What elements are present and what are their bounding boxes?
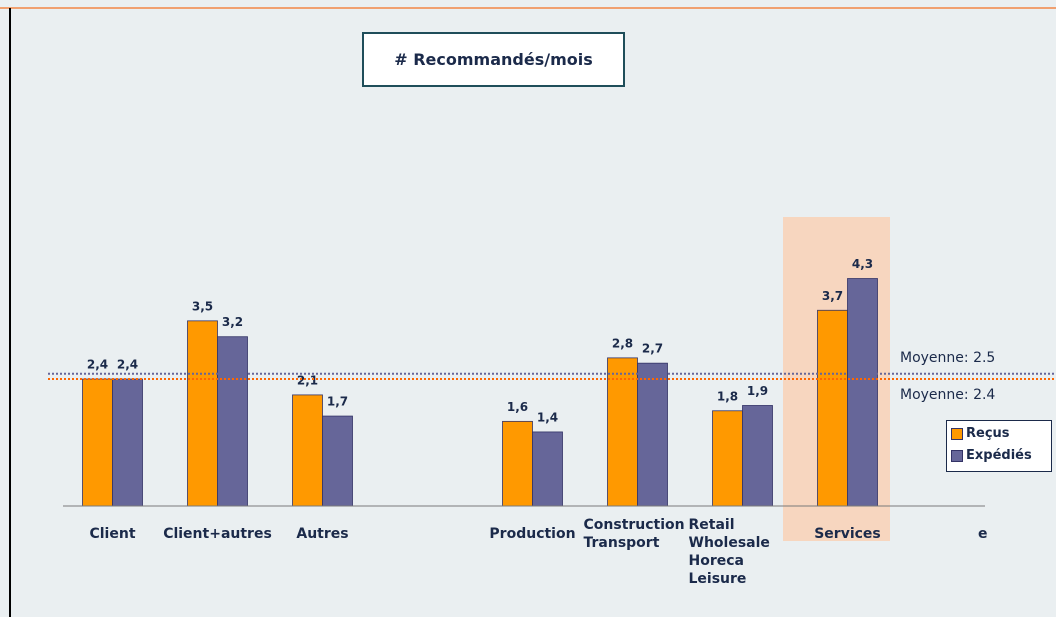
x-tick-label: Client bbox=[89, 526, 136, 542]
legend-label: Expédiés bbox=[966, 448, 1032, 463]
bar bbox=[607, 357, 638, 507]
value-label: 3,5 bbox=[192, 299, 213, 313]
reference-label: Moyenne: 2.5 bbox=[900, 350, 995, 366]
value-label: 2,8 bbox=[612, 336, 633, 350]
legend-swatch bbox=[951, 449, 963, 462]
bar bbox=[217, 336, 248, 507]
value-label: 1,4 bbox=[537, 410, 558, 424]
value-label: 3,2 bbox=[222, 315, 243, 329]
reference-label: Moyenne: 2.4 bbox=[900, 387, 995, 403]
bar bbox=[82, 378, 113, 507]
bar bbox=[817, 309, 848, 507]
bar bbox=[712, 410, 743, 507]
bar bbox=[847, 278, 878, 507]
value-label: 1,6 bbox=[507, 400, 528, 414]
value-label: 4,3 bbox=[852, 257, 873, 271]
value-label: 1,7 bbox=[327, 395, 348, 409]
bar bbox=[187, 320, 218, 507]
bar bbox=[637, 362, 668, 507]
value-label: 3,7 bbox=[822, 289, 843, 303]
value-label: 1,9 bbox=[747, 384, 768, 398]
value-label: 2,4 bbox=[87, 358, 108, 372]
value-label: 2,4 bbox=[117, 358, 138, 372]
bar bbox=[322, 415, 353, 507]
legend-swatch bbox=[951, 427, 963, 440]
bar bbox=[742, 405, 773, 507]
x-tick-label: Construction Transport bbox=[583, 517, 685, 551]
legend-entry: Expédiés bbox=[951, 448, 1032, 463]
bar bbox=[112, 378, 143, 507]
bar bbox=[502, 420, 533, 507]
chart-title: # Recommandés/mois bbox=[362, 32, 625, 87]
x-tick-label: Retail Wholesale Horeca Leisure bbox=[688, 517, 770, 587]
legend: Reçus Expédiés bbox=[946, 420, 1052, 472]
bar bbox=[532, 431, 563, 507]
value-label: 1,8 bbox=[717, 389, 738, 403]
value-label: 2,1 bbox=[297, 373, 318, 387]
bar bbox=[292, 394, 323, 507]
stray-text: e bbox=[978, 526, 988, 542]
legend-entry: Reçus bbox=[951, 426, 1010, 441]
x-tick-label: Autres bbox=[296, 526, 349, 542]
legend-label: Reçus bbox=[966, 426, 1010, 441]
value-label: 2,7 bbox=[642, 342, 663, 356]
x-tick-label: Production bbox=[489, 526, 576, 542]
x-tick-label: Client+autres bbox=[163, 526, 272, 542]
x-tick-label: Services bbox=[814, 526, 881, 542]
